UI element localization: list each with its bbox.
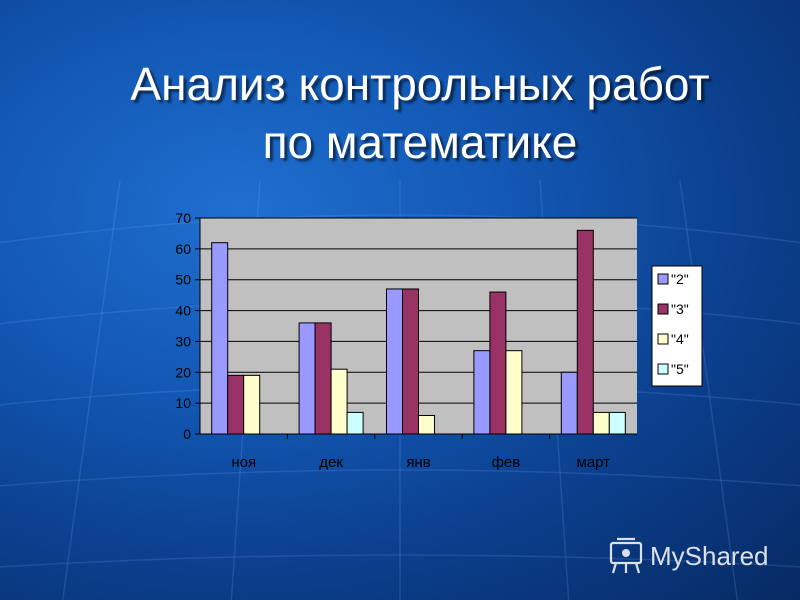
bars (211, 229, 626, 435)
legend-label: "5" (671, 361, 689, 377)
bar-дек-series-2 (298, 322, 316, 435)
legend-swatch (657, 273, 669, 285)
chart-legend: "2" "3" "4" "5" (651, 265, 703, 387)
bar-фев-series-2 (473, 350, 491, 435)
bar-март-series-5 (608, 411, 626, 435)
bar-ноя-series-2 (211, 242, 229, 435)
slide-title-line-1: Анализ контрольных работ (130, 58, 710, 110)
x-category-label: март (577, 454, 611, 471)
bar-дек-series-3 (314, 322, 332, 435)
watermark-text: MyShared (650, 540, 769, 571)
bar-дек-series-4 (330, 368, 348, 435)
watermark: MyShared (608, 536, 769, 576)
bar-янв-series-4 (418, 414, 435, 435)
slide-title: Анализ контрольных работ по математике (60, 55, 780, 171)
y-tick-label: 50 (175, 272, 191, 288)
category-labels: ноя дек янв фев март (231, 434, 610, 471)
bar-март-series-3 (576, 229, 594, 435)
bar-ноя-series-3 (227, 374, 245, 435)
projector-screen-icon (609, 537, 643, 574)
bar-фев-series-4 (505, 350, 523, 435)
legend-swatch (657, 363, 669, 375)
x-category-label: фев (492, 454, 521, 471)
legend-swatch (657, 333, 669, 345)
y-tick-label: 30 (175, 333, 191, 349)
x-category-label: дек (319, 454, 343, 471)
bar-март-series-4 (592, 411, 610, 435)
bar-янв-series-3 (402, 288, 419, 435)
legend-label: "4" (671, 331, 689, 347)
y-tick-label: 0 (183, 426, 191, 442)
bar-дек-series-5 (346, 411, 364, 435)
legend-swatch (657, 303, 669, 315)
bar-март-series-2 (560, 371, 578, 435)
bar-фев-series-3 (489, 291, 507, 435)
y-tick-label: 40 (175, 303, 191, 319)
y-axis-ticks: 0 10 20 30 40 50 60 70 (175, 210, 200, 442)
bar-ноя-series-4 (243, 374, 261, 435)
y-tick-label: 20 (175, 364, 191, 380)
legend-label: "2" (671, 271, 689, 287)
x-category-label: ноя (231, 454, 256, 471)
y-tick-label: 10 (175, 395, 191, 411)
y-tick-label: 70 (175, 210, 191, 226)
bar-янв-series-2 (386, 288, 403, 435)
slide-title-line-2: по математике (262, 116, 578, 168)
y-tick-label: 60 (175, 241, 191, 257)
x-category-label: янв (406, 454, 430, 471)
legend-label: "3" (671, 301, 689, 317)
